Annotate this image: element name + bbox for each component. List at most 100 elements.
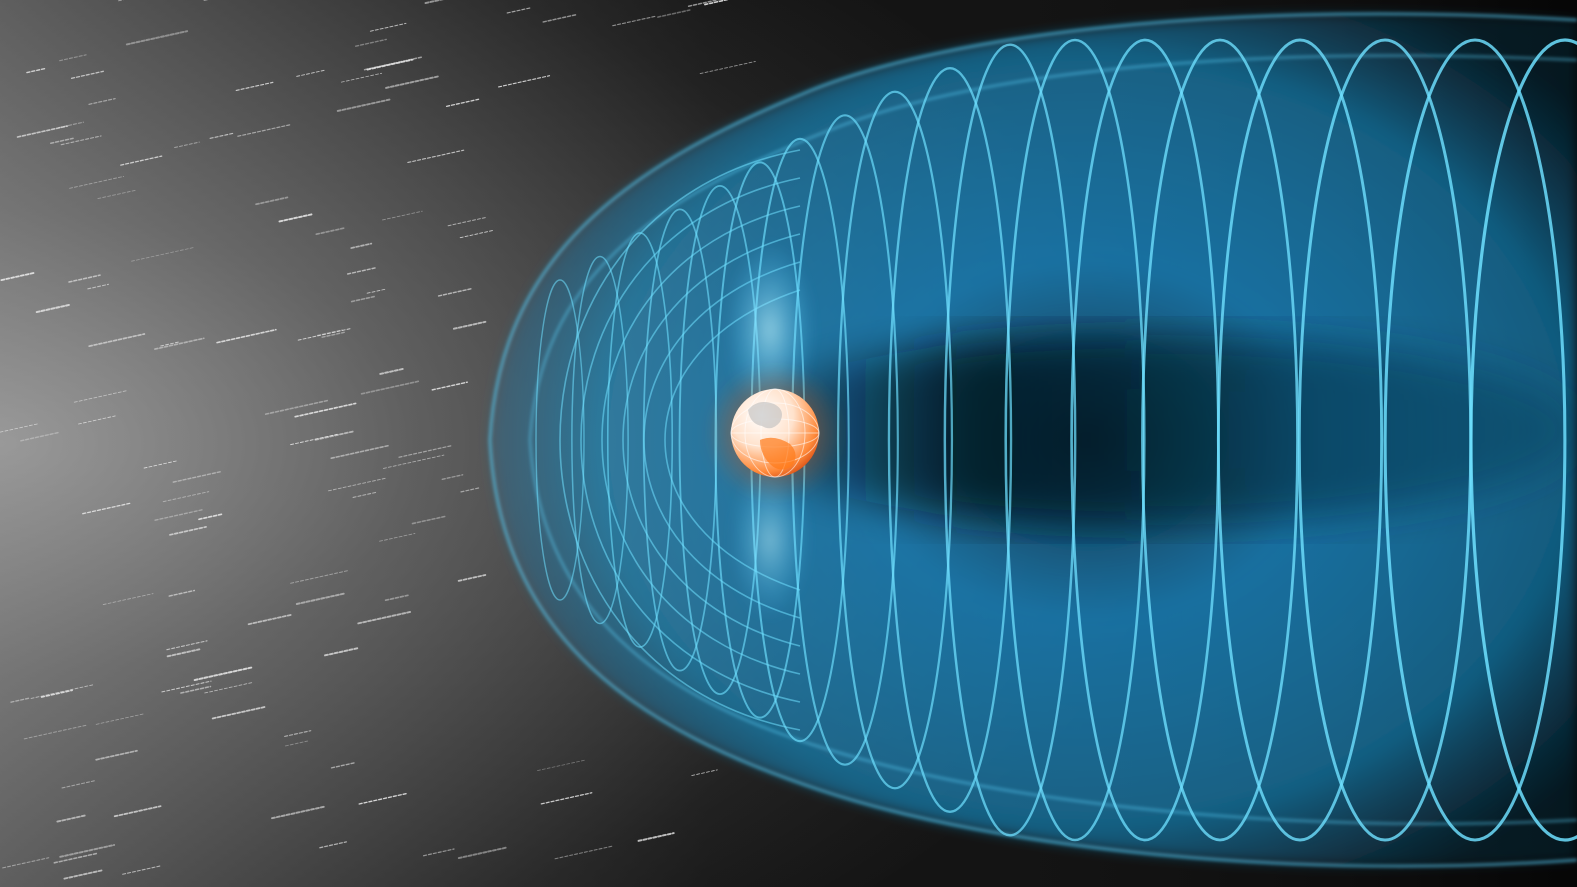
solar-wind-streak bbox=[346, 266, 378, 275]
solar-wind-streak bbox=[369, 22, 407, 32]
solar-wind-streak bbox=[382, 454, 445, 469]
solar-wind-streak bbox=[2, 857, 50, 869]
solar-wind-streak bbox=[125, 30, 189, 46]
solar-wind-streak bbox=[168, 589, 196, 597]
solar-wind-streak bbox=[160, 341, 181, 347]
solar-wind-streak bbox=[687, 0, 721, 7]
solar-wind-streak bbox=[506, 7, 532, 14]
dayside-field-arc bbox=[559, 149, 801, 731]
solar-wind-streak bbox=[540, 792, 593, 805]
solar-wind-streak bbox=[63, 869, 104, 880]
solar-wind-streak bbox=[216, 328, 277, 344]
solar-wind-streak bbox=[445, 98, 480, 108]
dayside-field-arc bbox=[580, 177, 801, 703]
magnetosphere-envelope bbox=[488, 12, 1577, 868]
solar-wind-streak bbox=[198, 513, 224, 521]
solar-wind-streak bbox=[16, 125, 69, 138]
solar-wind-streak bbox=[95, 749, 138, 761]
solar-wind-streak bbox=[297, 327, 353, 341]
solar-wind-streak bbox=[237, 124, 292, 137]
solar-wind-streak bbox=[169, 526, 207, 536]
field-line-loop bbox=[887, 67, 1013, 813]
solar-wind-streak bbox=[59, 843, 116, 858]
solar-wind-streak bbox=[264, 399, 330, 415]
solar-wind-streak bbox=[382, 210, 423, 221]
solar-wind-streak bbox=[537, 759, 586, 772]
field-line-loop bbox=[1469, 38, 1577, 842]
solar-wind-streak bbox=[88, 333, 146, 347]
dayside-field-arc bbox=[643, 261, 801, 619]
solar-wind-streak bbox=[82, 502, 131, 515]
solar-wind-streak bbox=[0, 272, 35, 281]
solar-wind-streak bbox=[424, 0, 444, 5]
solar-wind-streak bbox=[278, 213, 313, 223]
solar-wind-streak bbox=[366, 288, 387, 294]
solar-wind-streak bbox=[328, 477, 388, 492]
continent-shape-warm bbox=[760, 437, 796, 470]
solar-wind-streak bbox=[235, 81, 274, 92]
solar-wind-streak bbox=[284, 730, 312, 738]
solar-wind-streak bbox=[68, 274, 101, 283]
solar-wind-streak bbox=[422, 848, 455, 857]
solar-wind-streak bbox=[324, 647, 360, 657]
solar-wind-streak bbox=[73, 390, 127, 403]
solar-wind-streak bbox=[350, 242, 373, 249]
solar-wind-streak bbox=[131, 246, 195, 262]
solar-wind-streak bbox=[166, 640, 208, 651]
solar-wind-streak bbox=[97, 189, 137, 200]
solar-wind-streak bbox=[180, 685, 212, 694]
solar-wind-streak bbox=[166, 648, 201, 658]
solar-wind-streak bbox=[542, 13, 578, 23]
solar-wind-streak bbox=[407, 149, 465, 164]
solar-wind-streak bbox=[172, 470, 223, 483]
solar-wind-streak bbox=[247, 613, 293, 626]
solar-wind-streak bbox=[122, 865, 162, 875]
solar-wind-streak bbox=[174, 141, 200, 149]
solar-wind-streak bbox=[161, 680, 212, 693]
field-line-loop bbox=[1216, 38, 1384, 842]
solar-wind-streak bbox=[26, 67, 47, 74]
field-line-loop bbox=[943, 43, 1077, 837]
solar-wind-streak bbox=[290, 570, 349, 584]
solar-wind-streak bbox=[704, 0, 728, 6]
solar-wind-streak bbox=[379, 533, 416, 542]
solar-wind-streak bbox=[316, 329, 343, 337]
solar-wind-streak bbox=[398, 445, 452, 458]
solar-wind-streak bbox=[294, 402, 357, 418]
solar-wind-streak bbox=[411, 515, 447, 525]
solar-wind-streak bbox=[56, 814, 88, 823]
solar-wind-streak bbox=[460, 487, 481, 493]
solar-wind-streak bbox=[50, 137, 74, 144]
solar-wind-streak bbox=[271, 805, 325, 820]
solar-wind-streak bbox=[211, 706, 266, 720]
solar-wind-streak bbox=[70, 70, 104, 79]
solar-wind-streak bbox=[354, 38, 387, 47]
solar-wind-streak bbox=[437, 287, 473, 297]
solar-wind-streak bbox=[193, 666, 253, 682]
solar-wind-streak bbox=[379, 367, 405, 375]
continent-shape bbox=[748, 402, 782, 429]
solar-wind-streak bbox=[554, 845, 614, 860]
solar-wind-streak bbox=[457, 846, 509, 860]
solar-wind-streak bbox=[53, 852, 99, 864]
solar-wind-streak bbox=[441, 474, 464, 480]
solar-wind-streak bbox=[88, 97, 116, 105]
solar-wind-streak bbox=[23, 724, 87, 740]
solar-wind-streak bbox=[691, 769, 718, 776]
solar-wind-streak bbox=[637, 832, 675, 842]
field-line-loop bbox=[1004, 38, 1146, 842]
solar-wind-streak bbox=[69, 175, 125, 189]
solar-wind-streak bbox=[315, 227, 346, 236]
solar-wind-streak bbox=[366, 58, 414, 71]
solar-wind-streak bbox=[95, 713, 145, 725]
solar-wind-streak bbox=[120, 155, 163, 166]
solar-wind-streak bbox=[295, 592, 345, 605]
solar-wind-streak bbox=[255, 196, 289, 206]
solar-wind-streak bbox=[143, 460, 177, 469]
solar-wind-streaks bbox=[0, 0, 756, 880]
solar-wind-streak bbox=[699, 61, 756, 75]
solar-wind-streak bbox=[330, 762, 356, 769]
solar-wind-streak bbox=[457, 574, 487, 582]
